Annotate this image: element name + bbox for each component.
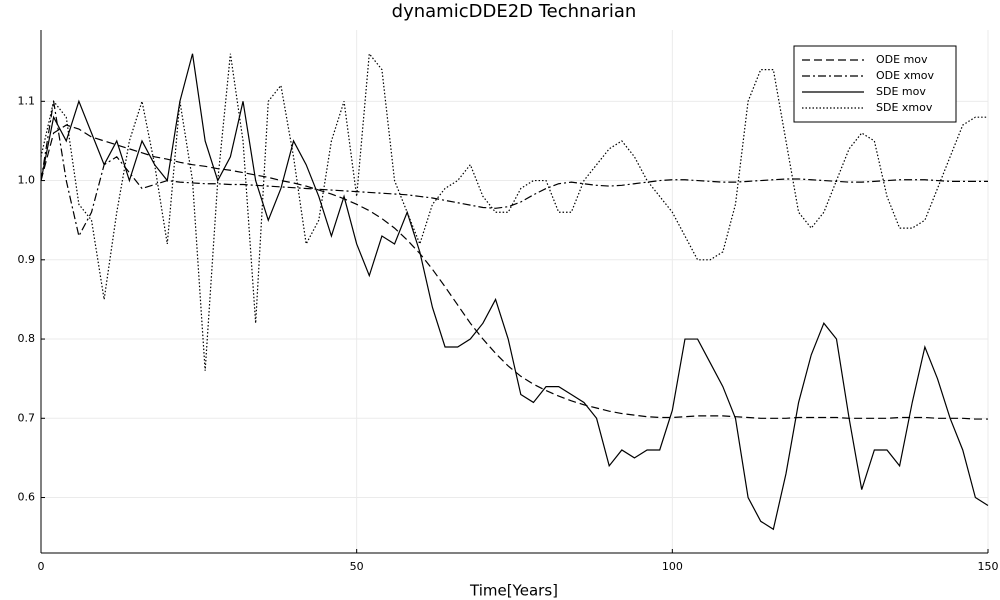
x-tick-label: 50 [350,560,364,573]
legend-box [793,45,957,123]
chart-title: dynamicDDE2D Technarian [392,1,637,22]
y-tick-label: 1.0 [18,174,36,187]
series-line [40,124,988,420]
x-tick-label: 0 [38,560,45,573]
series-line [40,52,988,371]
y-tick-label: 0.6 [18,491,36,504]
x-tick-label: 150 [978,560,999,573]
legend-label: SDE mov [876,85,926,98]
y-tick-label: 0.9 [18,253,36,266]
x-tick-label: 100 [662,560,683,573]
y-tick-label: 0.7 [18,411,36,424]
legend-label: ODE xmov [876,69,935,82]
series-line [40,53,989,531]
y-tick-label: 1.1 [18,94,36,107]
series-line [40,101,988,238]
legend-label: ODE mov [876,53,928,66]
x-axis-label: Time[Years] [469,582,558,600]
legend-label: SDE xmov [876,101,933,114]
y-tick-label: 0.8 [18,332,36,345]
